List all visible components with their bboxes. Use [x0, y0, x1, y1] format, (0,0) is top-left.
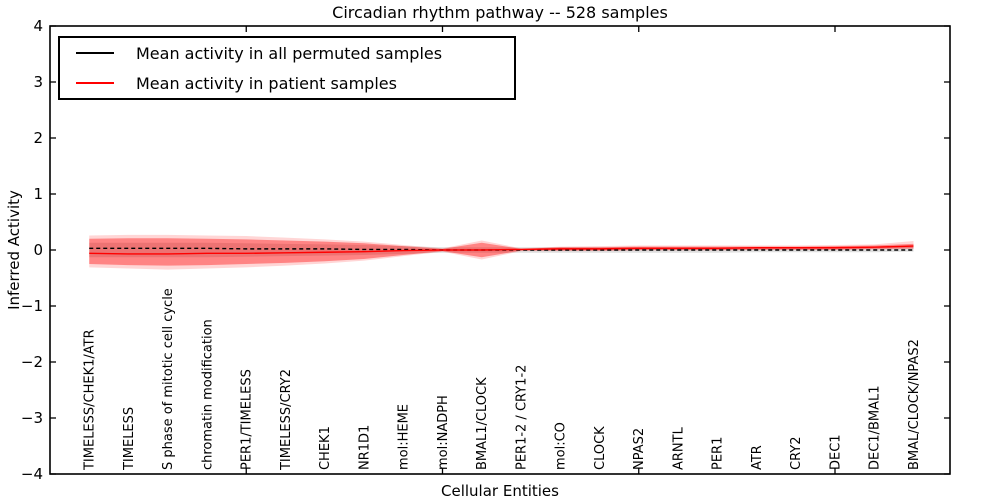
permuted-line-swatch — [76, 52, 114, 54]
x-category-label: S phase of mitotic cell cycle — [161, 288, 176, 470]
x-category-label: CRY2 — [789, 437, 804, 471]
patient-line-swatch — [76, 82, 114, 84]
x-category-label: mol:CO — [554, 422, 569, 470]
y-tick-label: 1 — [33, 185, 43, 203]
legend-label-patient: Mean activity in patient samples — [136, 73, 397, 93]
y-tick-label: −2 — [21, 353, 43, 371]
x-category-label: TIMELESS/CHEK1/ATR — [83, 329, 98, 471]
chart-title: Circadian rhythm pathway -- 528 samples — [332, 3, 668, 22]
x-axis-label: Cellular Entities — [441, 482, 559, 500]
y-tick-label: 2 — [33, 129, 43, 147]
x-category-label: NR1D1 — [357, 425, 372, 470]
x-category-label: BMAL/CLOCK/NPAS2 — [907, 339, 922, 470]
y-tick-label: 4 — [33, 17, 43, 35]
y-tick-label: −4 — [21, 465, 43, 483]
x-category-label: ARNTL — [671, 426, 686, 470]
x-category-label: PER1 — [711, 437, 726, 470]
legend-entry-patient: Mean activity in patient samples — [60, 68, 514, 98]
y-tick-label: 0 — [33, 241, 43, 259]
x-category-label: CHEK1 — [318, 426, 333, 470]
x-category-label: DEC1 — [828, 434, 843, 470]
patient-mean-line — [89, 245, 914, 255]
y-axis-label: Inferred Activity — [5, 190, 23, 310]
x-category-label: mol:NADPH — [436, 395, 451, 470]
legend-label-permuted: Mean activity in all permuted samples — [136, 43, 443, 63]
legend-box: Mean activity in all permuted samples Me… — [58, 36, 516, 100]
x-category-label: mol:HEME — [397, 404, 412, 470]
y-tick-label: −1 — [21, 297, 43, 315]
x-category-label: PER1/TIMELESS — [240, 369, 255, 470]
x-category-label: TIMELESS/CRY2 — [279, 369, 294, 471]
y-tick-label: 3 — [33, 73, 43, 91]
x-category-label: chromatin modification — [200, 319, 215, 470]
x-category-label: ATR — [750, 445, 765, 470]
x-category-label: BMAL1/CLOCK — [475, 377, 490, 470]
y-tick-label: −3 — [21, 409, 43, 427]
x-category-label: CLOCK — [593, 426, 608, 470]
patient-samples-outer-band — [89, 234, 914, 270]
x-category-label: DEC1/BMAL1 — [868, 386, 883, 471]
legend-entry-permuted: Mean activity in all permuted samples — [60, 38, 514, 68]
permuted-mean-line — [89, 247, 914, 251]
patient-samples-std-band — [89, 238, 914, 266]
x-category-label: NPAS2 — [632, 428, 647, 470]
x-category-label: PER1-2 / CRY1-2 — [514, 365, 529, 470]
x-category-label: TIMELESS — [122, 407, 137, 471]
